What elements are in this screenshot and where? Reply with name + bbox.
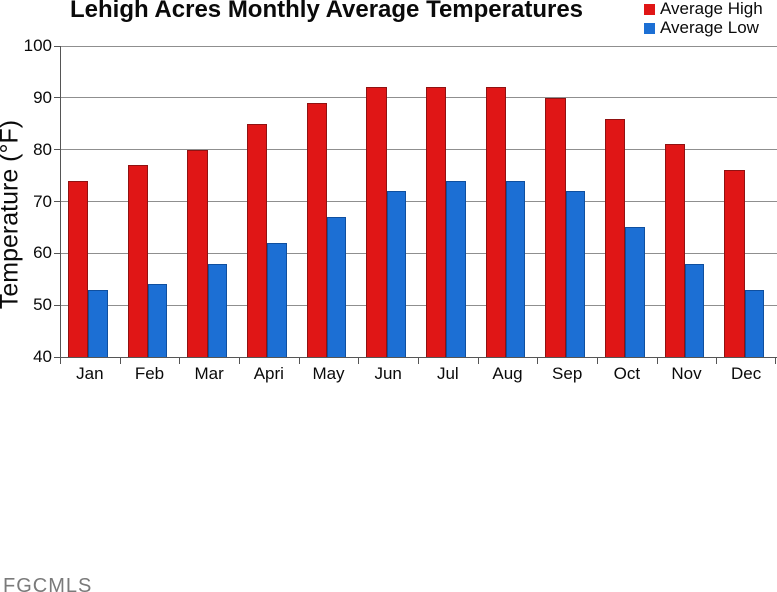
bar-high-jun	[366, 87, 387, 357]
legend-label-average-high: Average High	[660, 0, 763, 18]
legend-item-average-low: Average Low	[644, 18, 763, 37]
x-tick-mark-9	[597, 358, 598, 364]
bar-high-nov	[664, 144, 686, 357]
x-category-label-apri: Apri	[253, 364, 284, 383]
y-tick-label-40: 40	[33, 347, 52, 366]
x-tick-mark-6	[418, 358, 419, 364]
x-tick-mark-5	[358, 358, 360, 364]
bar-low-sep	[565, 191, 585, 357]
y-tick-mark-40	[54, 356, 60, 358]
x-tick-mark-8	[537, 358, 539, 364]
y-tick-mark-80	[54, 149, 60, 151]
legend: Average High Average Low	[644, 0, 763, 38]
x-category-label-mar: Mar	[194, 364, 224, 383]
legend-item-average-high: Average High	[644, 0, 763, 18]
bar-low-nov	[685, 263, 705, 357]
gridline-90	[61, 97, 777, 99]
x-category-label-jun: Jun	[374, 364, 402, 383]
bar-high-jul	[426, 87, 447, 357]
bar-high-may	[306, 103, 328, 357]
bar-high-feb	[127, 165, 149, 357]
x-category-label-sep: Sep	[552, 364, 583, 383]
gridline-80	[61, 149, 777, 151]
x-category-label-oct: Oct	[613, 364, 641, 383]
y-tick-label-70: 70	[33, 191, 52, 211]
y-tick-label-50: 50	[33, 295, 52, 315]
x-tick-mark-1	[119, 358, 121, 364]
plot-area	[60, 45, 777, 358]
legend-swatch-low-icon	[644, 22, 655, 34]
x-tick-mark-2	[179, 358, 181, 364]
gridline-50	[61, 304, 777, 306]
y-tick-mark-100	[54, 45, 60, 47]
x-category-label-may: May	[312, 364, 345, 383]
bar-high-aug	[485, 87, 507, 357]
y-tick-mark-60	[54, 252, 60, 254]
x-tick-mark-12	[775, 358, 776, 364]
bar-low-may	[327, 217, 347, 357]
x-tick-mark-3	[239, 358, 240, 364]
legend-swatch-high-icon	[644, 3, 655, 15]
legend-label-average-low: Average Low	[660, 18, 759, 37]
gridline-100	[61, 45, 777, 47]
bar-low-aug	[506, 180, 526, 357]
bar-high-sep	[545, 97, 566, 357]
bar-low-oct	[625, 227, 645, 357]
gridline-70	[61, 201, 777, 202]
bar-high-dec	[724, 170, 745, 357]
y-tick-label-100: 100	[23, 36, 52, 55]
x-tick-mark-10	[656, 358, 658, 364]
bar-low-jul	[446, 180, 466, 357]
chart-title: Lehigh Acres Monthly Average Temperature…	[70, 0, 584, 23]
bar-low-mar	[207, 263, 227, 357]
bar-low-dec	[744, 289, 764, 357]
x-category-label-feb: Feb	[134, 364, 165, 383]
x-tick-mark-7	[477, 358, 479, 364]
x-category-label-jan: Jan	[76, 364, 104, 383]
x-category-label-jul: Jul	[436, 364, 459, 383]
y-tick-mark-50	[54, 304, 60, 306]
bar-high-jan	[68, 180, 89, 357]
y-tick-label-80: 80	[33, 139, 52, 159]
watermark: FGCMLS	[3, 575, 93, 592]
x-category-label-aug: Aug	[492, 364, 523, 383]
x-tick-mark-11	[716, 358, 718, 364]
x-category-label-dec: Dec	[731, 364, 762, 383]
y-tick-label-90: 90	[33, 87, 52, 107]
bar-low-jun	[386, 191, 406, 357]
gridline-60	[61, 252, 777, 254]
x-tick-mark-0	[60, 358, 61, 364]
bar-high-apri	[247, 123, 268, 357]
bar-low-apri	[267, 242, 287, 357]
x-category-label-nov: Nov	[671, 364, 702, 383]
y-tick-label-60: 60	[33, 243, 52, 263]
bar-high-mar	[187, 149, 208, 357]
bar-low-jan	[88, 289, 108, 357]
bar-high-oct	[605, 118, 626, 357]
bar-low-feb	[148, 284, 168, 357]
y-tick-mark-70	[54, 201, 60, 202]
x-tick-mark-4	[298, 358, 300, 364]
y-tick-mark-90	[54, 97, 60, 99]
